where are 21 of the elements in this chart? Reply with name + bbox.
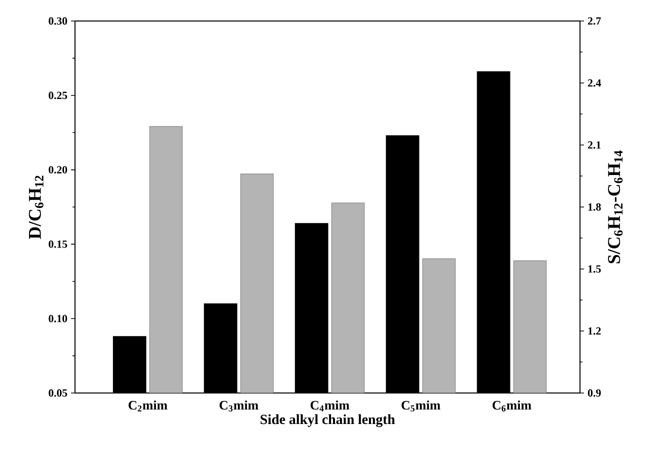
- x-tick-label: C$_{3}$mim: [220, 400, 258, 412]
- x-tick-label: C$_{5}$mim: [402, 400, 440, 412]
- x-tick-label: C$_{4}$mim: [310, 400, 350, 412]
- y-tick-label: 0.20: [48, 166, 68, 174]
- y-tick-label: 0.10: [48, 314, 68, 322]
- y2-tick-label: 2.1: [588, 141, 601, 149]
- y2-tick-label: 1.5: [588, 265, 601, 273]
- y2-tick-label: 2.7: [588, 17, 601, 25]
- x-axis-title: Side alkyl chain length: [260, 414, 395, 428]
- y-axis-title: D/C$_{6}$H$_{12}$: [28, 176, 44, 240]
- y2-tick-label: 2.4: [588, 79, 601, 87]
- y2-tick-label: 1.8: [588, 203, 601, 211]
- y-tick-label: 0.30: [48, 17, 68, 25]
- y-tick-label: 0.25: [48, 92, 68, 100]
- y-tick-label: 0.15: [48, 240, 68, 248]
- y-tick-label: 0.05: [48, 389, 68, 397]
- y2-axis-title: S/C$_{6}$H$_{12}$-C$_{6}$H$_{14}$: [608, 150, 623, 264]
- y2-tick-label: 1.2: [588, 327, 601, 335]
- x-tick-label: C$_{6}$mim: [492, 400, 532, 412]
- x-tick-label: C$_{2}$mim: [128, 400, 168, 412]
- y2-tick-label: 0.9: [588, 389, 601, 397]
